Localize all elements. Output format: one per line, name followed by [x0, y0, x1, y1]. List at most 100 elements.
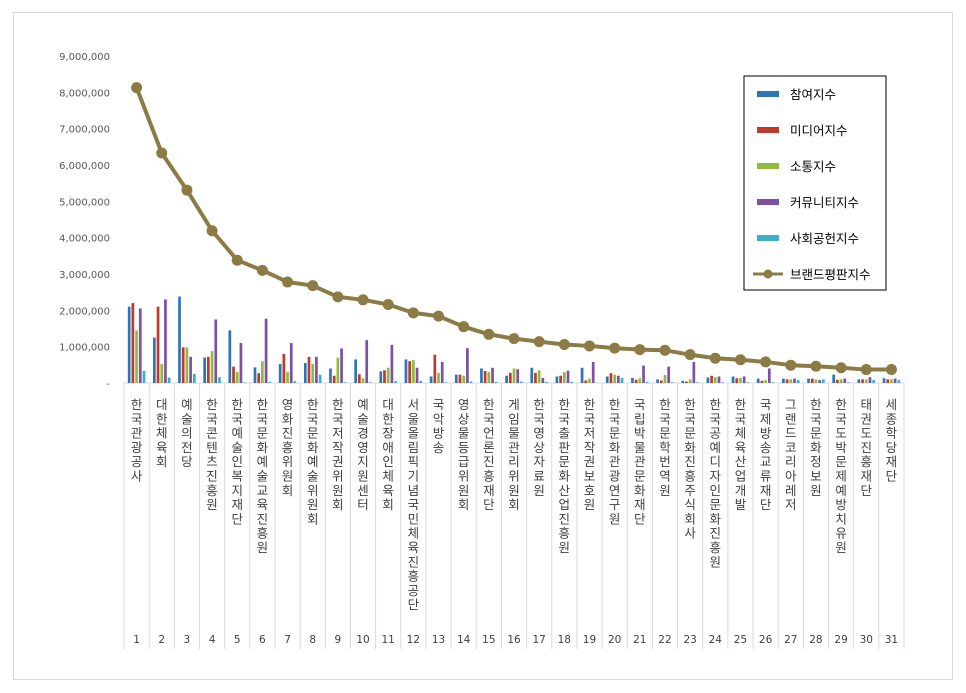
bar-5-28 [821, 379, 825, 383]
bar-1-21 [631, 377, 634, 383]
bar-3-11 [386, 367, 390, 383]
bar-4-15 [491, 367, 494, 383]
rank-label-17: 17 [532, 634, 545, 646]
bar-1-7 [278, 364, 282, 383]
line-point-2 [156, 147, 168, 159]
bar-5-6 [268, 381, 272, 383]
bar-3-9 [336, 357, 340, 383]
bar-4-3 [189, 356, 192, 383]
bar-1-15 [480, 368, 483, 383]
bar-5-4 [218, 377, 221, 383]
line-point-9 [332, 291, 344, 303]
y-tick-label: 6,000,000 [59, 161, 110, 172]
legend-swatch-3 [757, 163, 779, 169]
y-tick-label: - [106, 379, 110, 390]
bar-3-12 [412, 360, 415, 383]
bar-4-4 [214, 319, 218, 383]
line-point-10 [357, 294, 369, 306]
bar-5-24 [721, 382, 725, 383]
bar-5-12 [419, 380, 423, 383]
rank-label-12: 12 [407, 634, 420, 646]
rank-label-14: 14 [457, 634, 471, 646]
bar-1-28 [807, 378, 810, 383]
bar-4-14 [466, 348, 469, 383]
line-point-14 [458, 321, 470, 333]
line-point-6 [256, 264, 268, 276]
line-point-15 [483, 328, 495, 340]
bar-5-3 [192, 373, 196, 383]
bar-1-2 [152, 337, 156, 383]
bar-3-14 [462, 375, 466, 383]
bar-3-6 [261, 361, 264, 383]
bar-marks [127, 296, 901, 383]
bar-5-27 [796, 380, 800, 383]
bar-1-14 [454, 374, 458, 383]
bar-3-13 [437, 372, 440, 383]
bar-4-16 [516, 369, 520, 383]
x-axis-rank-labels: 1 2 3 4 5 6 7 8 9 10 11 12 13 14 15 16 17 18 19 20 21 22 23 24 2… [133, 634, 898, 646]
bar-2-8 [307, 356, 311, 383]
bar-2-1 [131, 303, 135, 383]
line-point-26 [760, 356, 772, 368]
line-point-5 [231, 254, 243, 266]
bar-4-27 [793, 378, 796, 383]
line-point-20 [609, 342, 621, 354]
bar-3-24 [713, 377, 717, 383]
rank-label-11: 11 [382, 634, 395, 646]
bar-1-31 [882, 378, 886, 383]
legend-swatch-1 [757, 91, 779, 97]
bar-2-18 [559, 375, 562, 383]
bar-1-18 [555, 376, 559, 383]
legend-label-5: 사회공헌지수 [790, 231, 859, 246]
bar-3-1 [135, 330, 138, 383]
bar-1-30 [857, 379, 861, 383]
line-point-29 [835, 362, 847, 374]
rank-label-4: 4 [209, 634, 216, 646]
legend-swatch-5 [757, 235, 779, 241]
bar-1-16 [505, 375, 508, 383]
legend-label-3: 소통지수 [790, 159, 836, 174]
bar-4-25 [742, 376, 746, 383]
bar-1-26 [756, 378, 760, 383]
rank-label-9: 9 [335, 634, 342, 646]
bar-2-14 [458, 374, 462, 383]
line-point-1 [131, 82, 143, 94]
bar-1-20 [605, 376, 609, 383]
bar-4-6 [264, 318, 268, 383]
y-axis-ticks: - 1,000,000 2,000,000 3,000,000 4,000,000 5,0… [59, 52, 110, 390]
line-point-30 [860, 364, 872, 376]
bar-4-13 [440, 361, 444, 383]
bar-4-8 [315, 356, 318, 383]
bar-5-5 [243, 382, 246, 383]
bar-4-7 [289, 343, 293, 383]
bar-4-11 [390, 344, 394, 383]
bar-4-20 [617, 375, 620, 383]
bar-4-21 [642, 365, 645, 383]
legend-label-2: 미디어지수 [790, 123, 848, 138]
bar-1-29 [832, 374, 836, 383]
bar-2-25 [735, 378, 739, 383]
bar-4-2 [164, 299, 167, 383]
brand-reputation-chart: - 1,000,000 2,000,000 3,000,000 4,000,000 5,0… [59, 52, 905, 649]
rank-label-13: 13 [432, 634, 445, 646]
bar-5-31 [897, 380, 901, 383]
y-tick-label: 2,000,000 [59, 306, 110, 317]
bar-3-28 [814, 379, 818, 383]
bar-2-19 [584, 380, 588, 383]
bar-3-25 [739, 377, 742, 383]
bar-5-21 [645, 381, 649, 383]
